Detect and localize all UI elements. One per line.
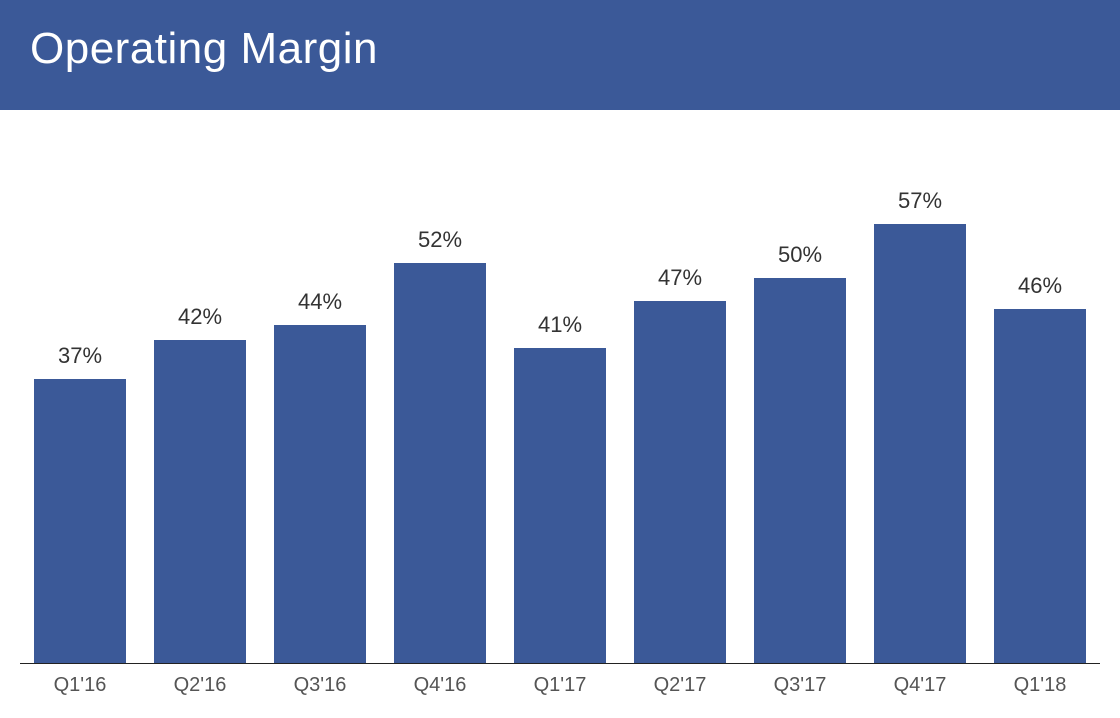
- bar-value-label: 47%: [658, 265, 702, 291]
- bar: [754, 278, 845, 664]
- x-tick-label: Q1'16: [20, 674, 140, 697]
- bar: [994, 309, 1085, 664]
- x-tick-label: Q4'16: [380, 674, 500, 697]
- slide-header: Operating Margin: [0, 0, 1120, 110]
- x-tick-label: Q2'16: [140, 674, 260, 697]
- bar: [874, 224, 965, 664]
- bar-cell: 44%: [260, 124, 380, 664]
- bar-value-label: 46%: [1018, 273, 1062, 299]
- x-tick-label: Q3'17: [740, 674, 860, 697]
- bar-value-label: 52%: [418, 227, 462, 253]
- x-tick-label: Q1'17: [500, 674, 620, 697]
- bar-value-label: 37%: [58, 343, 102, 369]
- bars-container: 37% 42% 44% 52% 41% 47% 50% 57% 46%: [20, 124, 1100, 664]
- bar-cell: 46%: [980, 124, 1100, 664]
- x-axis-line: [20, 663, 1100, 664]
- bar: [274, 325, 365, 664]
- bar-value-label: 41%: [538, 312, 582, 338]
- bar-value-label: 50%: [778, 242, 822, 268]
- plot-area: 37% 42% 44% 52% 41% 47% 50% 57% 46%: [20, 124, 1100, 664]
- bar-cell: 37%: [20, 124, 140, 664]
- x-tick-label: Q3'16: [260, 674, 380, 697]
- chart-area: 37%42%44%52%41%47%50%57%46% Q1'16Q2'16Q3…: [0, 110, 1120, 704]
- bar-value-label: 44%: [298, 289, 342, 315]
- bar-cell: 52%: [380, 124, 500, 664]
- bar-cell: 42%: [140, 124, 260, 664]
- bar: [154, 340, 245, 664]
- bar: [514, 348, 605, 664]
- bar: [634, 301, 725, 664]
- bar-cell: 41%: [500, 124, 620, 664]
- bar-cell: 47%: [620, 124, 740, 664]
- bar: [394, 263, 485, 664]
- bar-cell: 50%: [740, 124, 860, 664]
- x-tick-label: Q1'18: [980, 674, 1100, 697]
- bar-value-label: 57%: [898, 188, 942, 214]
- x-tick-label: Q4'17: [860, 674, 980, 697]
- slide-title: Operating Margin: [30, 24, 1090, 74]
- bar-cell: 57%: [860, 124, 980, 664]
- x-tick-label: Q2'17: [620, 674, 740, 697]
- x-axis-ticks: Q1'16Q2'16Q3'16Q4'16Q1'17Q2'17Q3'17Q4'17…: [20, 674, 1100, 697]
- bar-value-label: 42%: [178, 304, 222, 330]
- bar: [34, 379, 125, 664]
